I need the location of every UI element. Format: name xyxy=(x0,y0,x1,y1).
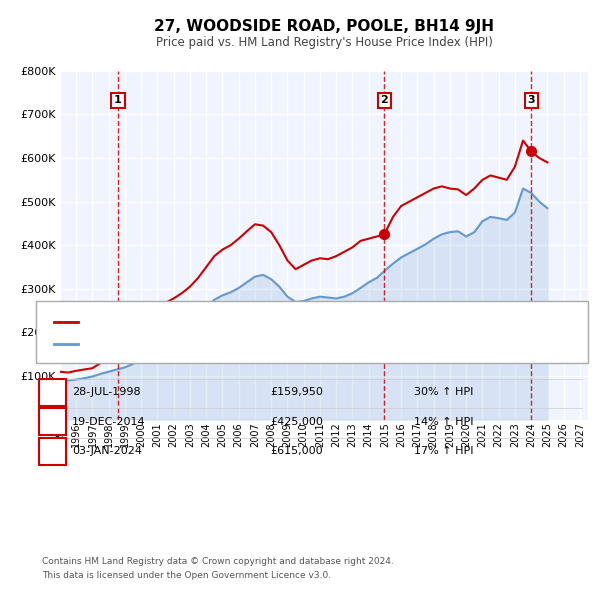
Text: 1: 1 xyxy=(114,96,122,106)
Text: 3: 3 xyxy=(527,96,535,106)
Text: £425,000: £425,000 xyxy=(270,417,323,427)
Text: 1: 1 xyxy=(49,388,56,397)
Text: 3: 3 xyxy=(49,447,56,456)
Text: HPI: Average price, detached house, Bournemouth Christchurch and Poole: HPI: Average price, detached house, Bour… xyxy=(84,339,472,349)
Text: 19-DEC-2014: 19-DEC-2014 xyxy=(72,417,146,427)
Text: 27, WOODSIDE ROAD, POOLE, BH14 9JH: 27, WOODSIDE ROAD, POOLE, BH14 9JH xyxy=(154,19,494,34)
Text: 17% ↑ HPI: 17% ↑ HPI xyxy=(414,447,473,456)
Text: 2: 2 xyxy=(49,417,56,427)
Text: Contains HM Land Registry data © Crown copyright and database right 2024.: Contains HM Land Registry data © Crown c… xyxy=(42,557,394,566)
Text: £159,950: £159,950 xyxy=(270,388,323,397)
Text: This data is licensed under the Open Government Licence v3.0.: This data is licensed under the Open Gov… xyxy=(42,571,331,580)
Text: 28-JUL-1998: 28-JUL-1998 xyxy=(72,388,140,397)
Text: 2: 2 xyxy=(380,96,388,106)
Text: 30% ↑ HPI: 30% ↑ HPI xyxy=(414,388,473,397)
Text: £615,000: £615,000 xyxy=(270,447,323,456)
Text: 27, WOODSIDE ROAD, POOLE, BH14 9JH (detached house): 27, WOODSIDE ROAD, POOLE, BH14 9JH (deta… xyxy=(84,317,388,327)
Text: 14% ↑ HPI: 14% ↑ HPI xyxy=(414,417,473,427)
Text: Price paid vs. HM Land Registry's House Price Index (HPI): Price paid vs. HM Land Registry's House … xyxy=(155,36,493,49)
Text: 03-JAN-2024: 03-JAN-2024 xyxy=(72,447,142,456)
